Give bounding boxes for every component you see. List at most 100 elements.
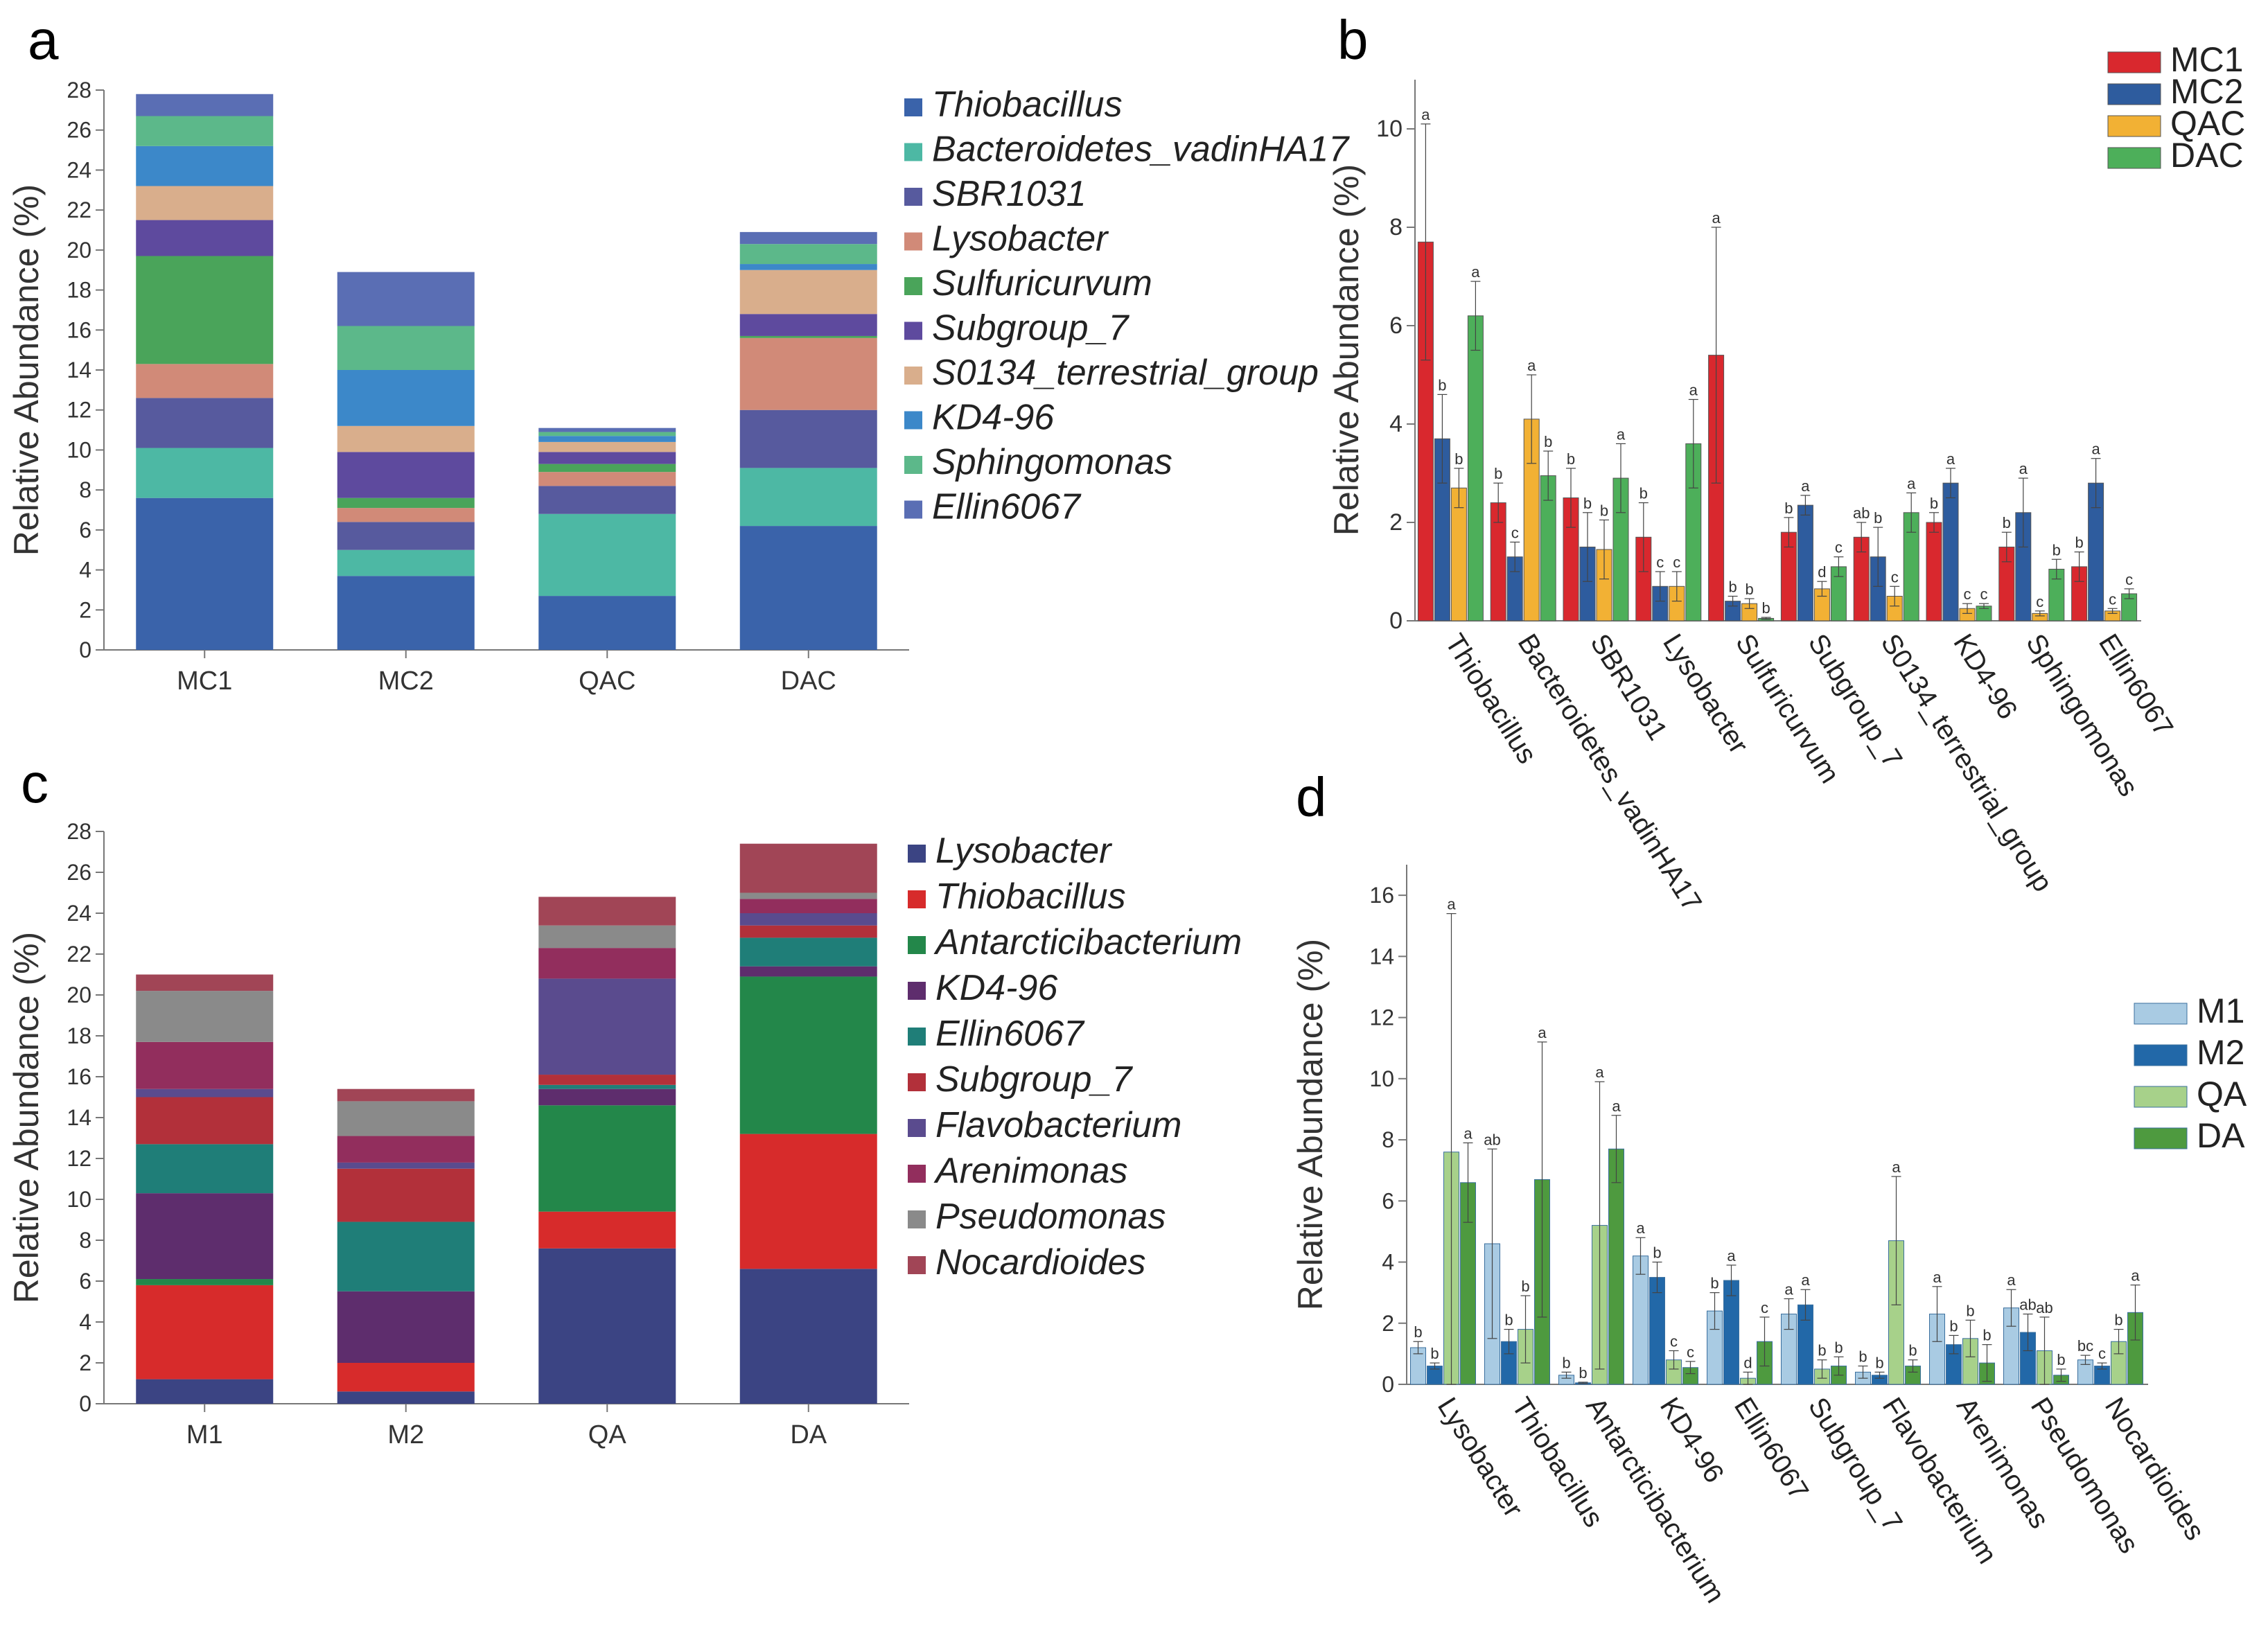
legend-label: DAC (2170, 136, 2244, 175)
significance-letter: b (1640, 485, 1648, 502)
y-tick-label: 12 (67, 1146, 91, 1171)
y-tick-label: 8 (1389, 214, 1403, 240)
legend-swatch (904, 98, 922, 116)
significance-letter: c (1673, 554, 1680, 571)
y-tick-label: 4 (1389, 411, 1403, 437)
bar-segment-qac-sbr1031 (538, 486, 676, 514)
legend-swatch (908, 936, 926, 954)
y-tick-label: 6 (1389, 312, 1403, 339)
legend-swatch (2107, 83, 2161, 105)
y-tick-label: 18 (67, 278, 91, 303)
bar-segment-dac-kd4-96 (739, 264, 877, 270)
bar-segment-da-pseudomonas (739, 892, 877, 899)
legend-label: Ellin6067 (935, 1014, 1085, 1054)
bar-kd4-96-m2 (1649, 1277, 1665, 1385)
bar-segment-qa-lysobacter (538, 1248, 676, 1404)
significance-letter: b (1728, 579, 1737, 596)
significance-letter: b (1414, 1323, 1422, 1341)
bar-segment-qac-thiobacillus (538, 596, 676, 650)
bar-segment-m1-kd4-96 (136, 1193, 274, 1280)
y-tick-label: 16 (67, 317, 91, 342)
bar-segment-qac-s0134-terrestrial-group (538, 441, 676, 452)
legend-swatch (904, 456, 922, 474)
bar-kd4-96-mc1 (1926, 522, 1942, 621)
y-axis-title: Relative Abundance (%) (7, 184, 46, 556)
bar-antarcticibacterium-da (1608, 1148, 1624, 1385)
significance-letter: b (1966, 1302, 1974, 1319)
significance-letter: b (1562, 1354, 1570, 1371)
bar-segment-m1-lysobacter (136, 1379, 274, 1404)
significance-letter: b (1567, 450, 1575, 468)
significance-letter: a (1421, 106, 1430, 123)
legend-swatch (2134, 1044, 2188, 1066)
significance-letter: a (2007, 1271, 2016, 1289)
bar-segment-da-thiobacillus (739, 1134, 877, 1269)
bar-segment-m2-kd4-96 (337, 1291, 475, 1363)
y-tick-label: 10 (1376, 116, 1403, 142)
legend-swatch (2134, 1127, 2188, 1149)
significance-letter: b (2052, 541, 2061, 558)
bar-thiobacillus-dac (1467, 315, 1484, 621)
bar-segment-mc2-bacteroidetes-vadinha17 (337, 549, 475, 576)
legend-label: S0134_terrestrial_group (932, 353, 1319, 393)
bar-segment-m2-nocardioides (337, 1088, 475, 1102)
y-tick-label: 14 (67, 1105, 91, 1130)
bar-segment-da-nocardioides (739, 843, 877, 893)
bar-segment-m1-flavobacterium (136, 1088, 274, 1097)
bar-segment-da-antarcticibacterium (739, 976, 877, 1134)
bar-segment-m1-pseudomonas (136, 991, 274, 1042)
significance-letter: a (1946, 450, 1955, 468)
bar-segment-qa-nocardioides (538, 897, 676, 926)
y-tick-label: 28 (67, 819, 91, 844)
legend-swatch (908, 1119, 926, 1137)
bar-segment-qa-pseudomonas (538, 925, 676, 949)
significance-letter: c (1670, 1332, 1678, 1350)
panel-letter-b: b (1337, 9, 1369, 71)
significance-letter: c (1980, 585, 1988, 603)
bar-segment-mc1-ellin6067 (136, 94, 274, 116)
significance-letter: a (1538, 1024, 1547, 1041)
bar-segment-dac-thiobacillus (739, 526, 877, 650)
legend-label: Lysobacter (935, 831, 1113, 871)
significance-letter: b (1521, 1278, 1529, 1295)
legend-swatch (908, 1256, 926, 1274)
significance-letter: b (1949, 1317, 1958, 1334)
significance-letter: a (1636, 1219, 1645, 1237)
significance-letter: b (1494, 465, 1502, 482)
y-axis-title: Relative Abundance (%) (7, 932, 46, 1303)
significance-letter: b (1875, 1354, 1883, 1371)
bar-segment-qac-bacteroidetes-vadinha17 (538, 513, 676, 597)
legend-label: KD4-96 (932, 398, 1054, 438)
significance-letter: c (1964, 585, 1971, 603)
significance-letter: a (1801, 1271, 1810, 1289)
x-tick-label: KD4-96 (1654, 1392, 1730, 1488)
bar-segment-m1-antarcticibacterium (136, 1279, 274, 1285)
legend-label: Ellin6067 (932, 487, 1082, 527)
significance-letter: a (1784, 1280, 1793, 1298)
significance-letter: b (1874, 509, 1882, 527)
bar-segment-da-arenimonas (739, 899, 877, 913)
legend-swatch (904, 277, 922, 295)
bar-segment-mc1-sphingomonas (136, 116, 274, 146)
y-tick-label: 2 (79, 597, 91, 622)
significance-letter: c (2109, 590, 2116, 608)
bar-segment-mc2-thiobacillus (337, 576, 475, 650)
bar-segment-mc2-ellin6067 (337, 272, 475, 326)
bar-segment-m2-pseudomonas (337, 1101, 475, 1136)
bar-segment-da-flavobacterium (739, 913, 877, 926)
x-tick-label: Antarcticibacterium (1580, 1392, 1731, 1608)
bar-subgroup-7-mc2 (1797, 504, 1813, 621)
bar-kd4-96-mc2 (1942, 482, 1959, 621)
significance-letter: a (1933, 1269, 1942, 1286)
legend-label: Sphingomonas (932, 442, 1172, 482)
significance-letter: b (1745, 581, 1753, 598)
panel-letter-d: d (1296, 766, 1327, 828)
significance-letter: b (1761, 599, 1770, 617)
bar-segment-mc1-sbr1031 (136, 398, 274, 448)
legend-swatch (904, 411, 922, 430)
legend-label: DA (2197, 1116, 2245, 1155)
bar-segment-qac-lysobacter (538, 472, 676, 486)
y-tick-label: 20 (67, 238, 91, 263)
legend-swatch (904, 321, 922, 340)
bar-segment-m1-nocardioides (136, 974, 274, 991)
